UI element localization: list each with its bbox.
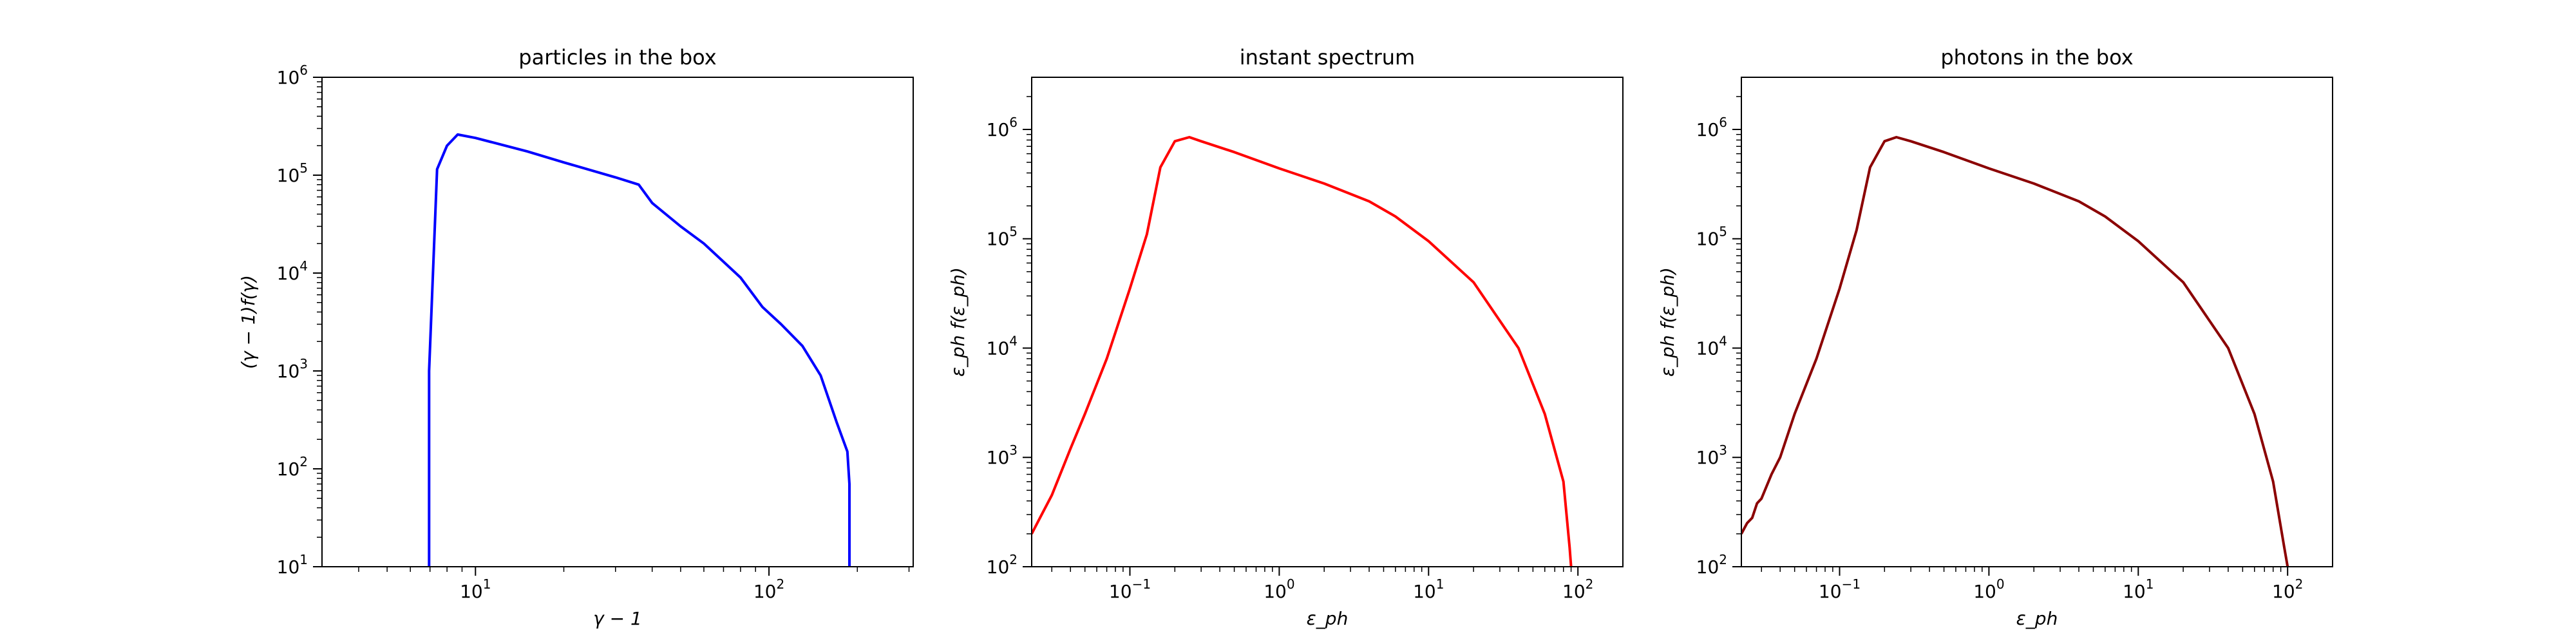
- y-axis-label: (γ − 1)f(γ): [238, 275, 259, 369]
- series-line: [1741, 136, 2289, 567]
- x-tick-label: 102: [2272, 576, 2303, 602]
- y-axis-label: ε_ph f(ε_ph): [947, 267, 969, 377]
- x-axis-label: ε_ph: [2016, 608, 2058, 629]
- subplot-photons: 10−1 100 101 102 102 103 104 105 106 photons in …: [1657, 45, 2333, 629]
- y-tick-label: 103: [1696, 442, 1727, 468]
- subplot-instant-spectrum: 10−1 100 101 102 102 103 104 105 106 instant spe…: [947, 45, 1624, 629]
- x-axis-label: ε_ph: [1307, 608, 1349, 629]
- axes-frame: [1031, 77, 1624, 567]
- x-tick-label: 10−1: [1109, 576, 1151, 602]
- tick-marks: 10−1 100 101 102 102 103 104 105 106: [1696, 96, 2303, 602]
- y-tick-label: 104: [277, 258, 308, 284]
- y-tick-label: 105: [277, 160, 308, 186]
- x-tick-label: 102: [753, 576, 784, 602]
- y-tick-label: 105: [1696, 224, 1727, 250]
- y-tick-label: 105: [987, 224, 1018, 250]
- y-tick-label: 103: [987, 442, 1018, 468]
- x-tick-label: 102: [1562, 576, 1593, 602]
- axes-frame: [1741, 77, 2333, 567]
- x-axis-label: γ − 1: [593, 608, 642, 629]
- chart-title: instant spectrum: [1240, 45, 1415, 70]
- data-curves: [1032, 136, 1573, 567]
- data-curves: [428, 133, 851, 567]
- x-tick-label: 10−1: [1819, 576, 1861, 602]
- subplot-particles: 101 102 101 102 103 104 105 106 particles in th…: [238, 45, 914, 629]
- x-tick-label: 101: [2123, 576, 2154, 602]
- series-line: [428, 133, 851, 567]
- x-tick-label: 100: [1264, 576, 1294, 602]
- y-tick-label: 104: [987, 333, 1018, 359]
- y-tick-label: 106: [1696, 115, 1727, 140]
- axes-frame: [321, 77, 914, 567]
- y-tick-label: 104: [1696, 333, 1727, 359]
- y-tick-label: 102: [987, 552, 1018, 578]
- y-tick-label: 101: [277, 552, 308, 578]
- data-curves: [1741, 136, 2289, 567]
- y-tick-label: 103: [277, 356, 308, 382]
- tick-marks: 10−1 100 101 102 102 103 104 105 106: [987, 96, 1593, 602]
- y-tick-label: 102: [1696, 552, 1727, 578]
- x-tick-label: 101: [460, 576, 491, 602]
- y-axis-label: ε_ph f(ε_ph): [1657, 267, 1678, 377]
- y-tick-label: 106: [277, 62, 308, 88]
- y-tick-label: 102: [277, 454, 308, 480]
- series-line: [1032, 136, 1573, 567]
- chart-title: particles in the box: [518, 45, 716, 70]
- y-tick-label: 106: [987, 115, 1018, 140]
- tick-marks: 101 102 101 102 103 104 105 106: [277, 62, 910, 602]
- x-tick-label: 101: [1413, 576, 1444, 602]
- x-tick-label: 100: [1973, 576, 2004, 602]
- chart-title: photons in the box: [1940, 45, 2133, 70]
